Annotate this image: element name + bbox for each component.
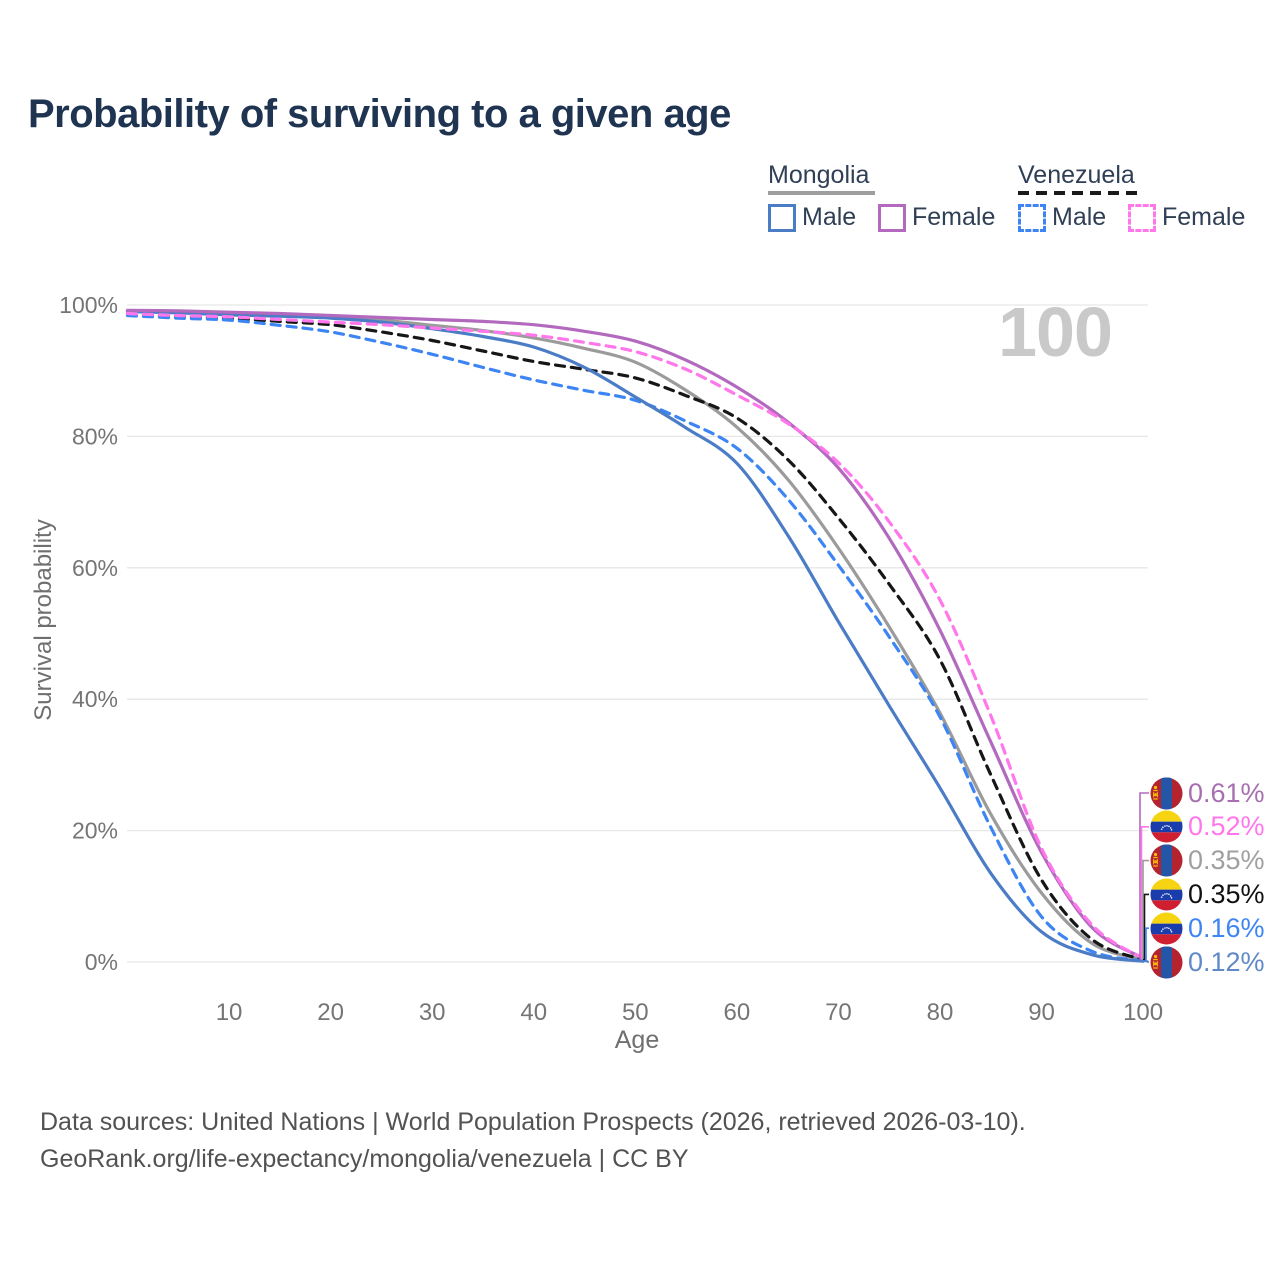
label-connector (1143, 960, 1149, 963)
y-tick-label: 60% (72, 555, 118, 581)
end-label-mongolia-male: 0.12% (1150, 945, 1265, 979)
series-line-mongolia-female[interactable] (125, 308, 1145, 960)
x-axis-title: Age (614, 1026, 660, 1054)
y-tick-label: 80% (72, 423, 118, 449)
mongolia-flag-icon (1150, 776, 1183, 810)
x-tick-label: 100 (1123, 999, 1163, 1026)
end-label-venezuela: 0.35% (1150, 877, 1265, 911)
venezuela-female-swatch-icon (1128, 203, 1156, 232)
x-tick-label: 80 (927, 999, 954, 1026)
series-line-venezuela-female[interactable] (125, 311, 1145, 961)
y-axis-title: Survival probability (30, 519, 57, 721)
end-label-value: 0.52% (1188, 811, 1265, 842)
x-tick-label: 70 (825, 999, 852, 1026)
y-tick-label: 0% (85, 949, 118, 975)
end-label-value: 0.61% (1188, 777, 1265, 808)
end-label-value: 0.35% (1188, 878, 1265, 909)
page-title: Probability of surviving to a given age (28, 92, 731, 136)
x-tick-label: 20 (317, 999, 344, 1026)
legend-label: Male (802, 203, 857, 231)
legend-item-mongolia-male[interactable]: Male (768, 203, 856, 232)
series-line-venezuela-male[interactable] (125, 313, 1145, 963)
x-tick-label: 10 (216, 999, 243, 1026)
legend-item-venezuela-male[interactable]: Male (1018, 203, 1106, 232)
x-tick-label: 30 (419, 999, 446, 1026)
legend-venezuela-header[interactable]: Venezuela (1018, 161, 1135, 189)
series-line-mongolia[interactable] (125, 309, 1145, 962)
venezuela-flag-icon (1150, 810, 1183, 843)
legend-label: Male (1052, 203, 1107, 231)
venezuela-flag-icon (1150, 912, 1183, 945)
label-connector (1142, 859, 1149, 960)
end-label-mongolia: 0.35% (1150, 844, 1265, 878)
footer-url-line: GeoRank.org/life-expectancy/mongolia/ven… (40, 1145, 689, 1173)
y-tick-label: 100% (59, 292, 118, 318)
mongolia-flag-icon (1150, 844, 1183, 877)
end-label-mongolia-female: 0.61% (1150, 776, 1265, 810)
end-label-value: 0.16% (1188, 912, 1265, 943)
mongolia-male-swatch-icon (768, 203, 796, 232)
venezuela-line-swatch (1018, 191, 1140, 195)
footer: Data sources: United Nations | World Pop… (40, 1104, 1026, 1178)
x-tick-label: 50 (622, 999, 649, 1026)
end-label-value: 0.12% (1188, 946, 1265, 977)
mongolia-female-swatch-icon (878, 203, 906, 232)
venezuela-male-swatch-icon (1018, 203, 1046, 232)
series-line-mongolia-male[interactable] (125, 310, 1145, 963)
y-tick-label: 20% (72, 818, 118, 844)
x-tick-label: 40 (520, 999, 547, 1026)
mongolia-line-swatch (768, 191, 875, 195)
x-tick-label: 60 (724, 999, 751, 1026)
label-connector (1143, 893, 1149, 961)
end-label-venezuela-female: 0.52% (1150, 810, 1265, 844)
legend-item-venezuela-female[interactable]: Female (1128, 203, 1245, 232)
venezuela-flag-icon (1150, 878, 1183, 911)
y-tick-label: 40% (72, 686, 118, 712)
legend-item-mongolia-female[interactable]: Female (878, 203, 995, 232)
end-label-venezuela-male: 0.16% (1150, 911, 1265, 945)
x-tick-label: 90 (1028, 999, 1055, 1026)
hovered-age-watermark: 100 (998, 293, 1113, 371)
legend-label: Female (912, 203, 996, 231)
legend-mongolia-header[interactable]: Mongolia (768, 161, 870, 189)
mongolia-flag-icon (1150, 945, 1183, 979)
series-line-venezuela[interactable] (125, 312, 1145, 962)
end-label-value: 0.35% (1188, 845, 1265, 876)
footer-sources-line: Data sources: United Nations | World Pop… (40, 1108, 1026, 1136)
legend-label: Female (1162, 203, 1246, 231)
